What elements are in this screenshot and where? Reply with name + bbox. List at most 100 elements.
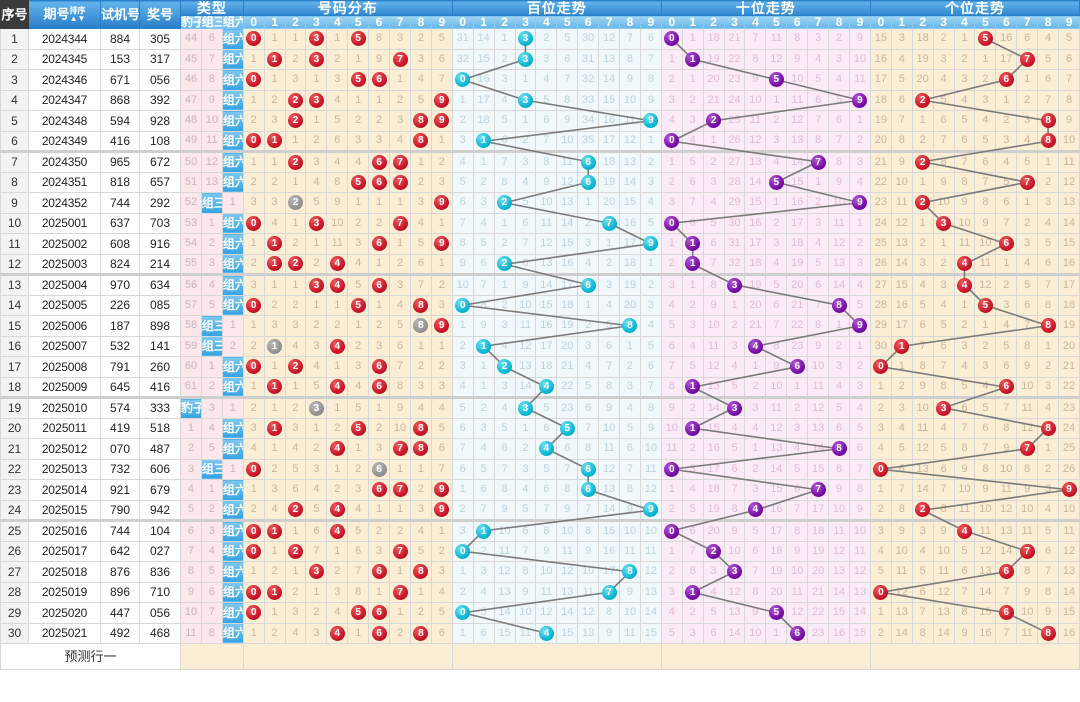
cell-shi-4: 1 [744,438,767,460]
table-row[interactable]: 23202501492167941组六136423672916846861381… [0,479,1080,501]
miss-count: 5 [313,503,320,516]
table-row[interactable]: 9202435274429252组三1332591113963251013120… [0,192,1080,214]
row-issue[interactable]: 2024350 [28,150,101,173]
cell-shi-8: 16 [828,622,850,644]
row-issue[interactable]: 2024348 [28,110,101,132]
row-issue[interactable]: 2025004 [28,273,101,296]
prediction-ge-cells[interactable] [869,643,1080,670]
table-row[interactable]: 21202501207048725组六414241378674624681161… [0,438,1080,460]
table-row[interactable]: 122025003824214553组六21224412619626131642… [0,253,1080,275]
table-row[interactable]: 142025005226085575组六02211514830821015181… [0,294,1080,316]
table-row[interactable]: 15202500618789858组三113322125891931116192… [0,315,1080,337]
table-row[interactable]: 302025021492468118组六12434162861615114151… [0,622,1080,644]
row-issue[interactable]: 2025014 [28,479,101,501]
prediction-type-cells[interactable] [180,643,244,670]
row-issue[interactable]: 2025018 [28,561,101,583]
row-issue[interactable]: 2025005 [28,294,101,316]
table-row[interactable]: 27202501887683685组六121327618313128101210… [0,561,1080,583]
table-row[interactable]: 28202501989671096组六012138171424139111311… [0,581,1080,603]
row-type-zusan: 8 [200,69,223,91]
miss-count: 3 [334,73,341,86]
row-issue[interactable]: 2025012 [28,438,101,460]
row-issue[interactable]: 2025001 [28,212,101,234]
table-row[interactable]: 520243485949284810组六23215223892185169341… [0,110,1080,132]
table-row[interactable]: 182025009645416612组六11154468334131442258… [0,376,1080,398]
cell-shi-7: 7 [807,479,830,501]
cell-dist-8: 2 [409,28,432,50]
table-row[interactable]: 12024344884305446组六011315832531141325301… [0,28,1080,50]
row-type-zusan: 7 [200,602,223,624]
table-row[interactable]: 720243509656725012组六11234467124173811618… [0,150,1080,173]
row-issue[interactable]: 2024347 [28,89,101,111]
table-row[interactable]: 112025002608916542组六11211136159852712153… [0,233,1080,255]
row-issue[interactable]: 2025016 [28,519,101,542]
row-issue[interactable]: 2024344 [28,28,101,50]
table-row[interactable]: 26202501764202774组六012716375202117911916… [0,540,1080,562]
row-issue[interactable]: 2024351 [28,171,101,193]
row-prize-number: 487 [139,438,181,460]
cell-dist-8: 8 [409,417,432,439]
row-issue[interactable]: 2025015 [28,499,101,521]
row-issue[interactable]: 2025003 [28,253,101,275]
table-row[interactable]: 2220250137326063组三1025312611765735761271… [0,458,1080,480]
prediction-shi-cells[interactable] [660,643,871,670]
row-issue[interactable]: 2024345 [28,48,101,70]
table-row[interactable]: 172025008791260601组六01241367223121318214… [0,356,1080,378]
row-issue[interactable]: 2025013 [28,458,101,480]
table-row[interactable]: 32024346671056468组六013135614701631473214… [0,69,1080,91]
table-row[interactable]: 42024347868392479组六122341125911743583315… [0,89,1080,111]
row-issue[interactable]: 2025010 [28,396,101,419]
table-row[interactable]: 20202501141951814组六313125210856351657105… [0,417,1080,439]
cell-dist-2: 2 [284,356,307,378]
row-issue[interactable]: 2025008 [28,356,101,378]
cell-dist-7: 1 [389,458,411,480]
miss-count: 16 [707,442,720,455]
cell-ge-0: 26 [869,253,892,275]
table-row[interactable]: 820243518186575113组六22148567235284912619… [0,171,1080,193]
table-row[interactable]: 25202501674410463组六011645224131106810815… [0,519,1080,542]
ball-hit: 0 [455,72,471,88]
row-issue[interactable]: 2025009 [28,376,101,398]
table-row[interactable]: 192025010574333豹子31212315194452435236948… [0,396,1080,419]
table-row[interactable]: 22024345153317457组六112321973632152336311… [0,48,1080,70]
table-row[interactable]: 620243494161084911组六01126334813162710351… [0,130,1080,152]
miss-count: 32 [456,52,469,65]
miss-count: 2 [689,401,696,414]
table-row[interactable]: 24202501579094252组六242544113927957971499… [0,499,1080,521]
miss-count: 16 [477,73,490,86]
miss-count: 4 [626,401,634,414]
cell-shi-5: 15 [765,479,788,501]
header-digit-shi-2: 2 [702,15,725,29]
miss-count: 1 [334,544,341,557]
miss-count: 1 [376,93,383,106]
row-issue[interactable]: 2024346 [28,69,101,91]
table-row[interactable]: 102025001637703531组六04131022741741611142… [0,212,1080,234]
table-row[interactable]: 292025020447056107组六01324561250514101214… [0,602,1080,624]
cell-shi-7: 19 [807,540,830,562]
miss-count: 20 [707,524,720,537]
row-type-zuliu: 组六 [221,110,244,132]
sort-icon[interactable]: 排序 ▲▼ [69,5,86,23]
header-digit-dist-9: 9 [430,15,453,29]
row-issue[interactable]: 2025007 [28,335,101,357]
row-issue[interactable]: 2024352 [28,192,101,214]
row-issue[interactable]: 2025011 [28,417,101,439]
table-row[interactable]: 132025004970634564组六31134563721071914176… [0,273,1080,296]
header-issue[interactable]: 期号 排序 ▲▼ [28,0,101,29]
miss-count: 3 [856,257,864,270]
table-row[interactable]: 16202500753214159组三221434236112141217203… [0,335,1080,357]
cell-shi-4: 13 [744,150,767,173]
prediction-dist-cells[interactable] [242,643,453,670]
row-issue[interactable]: 2025006 [28,315,101,337]
miss-count: 12 [1021,421,1034,434]
miss-count: 30 [728,216,741,229]
row-issue[interactable]: 2025020 [28,602,101,624]
cell-bai-7: 8 [598,602,621,624]
row-issue[interactable]: 2025019 [28,581,101,603]
row-issue[interactable]: 2025002 [28,233,101,255]
row-prize-number: 392 [139,89,181,111]
row-issue[interactable]: 2024349 [28,130,101,152]
row-issue[interactable]: 2025021 [28,622,101,644]
prediction-bai-cells[interactable] [451,643,662,670]
row-issue[interactable]: 2025017 [28,540,101,562]
